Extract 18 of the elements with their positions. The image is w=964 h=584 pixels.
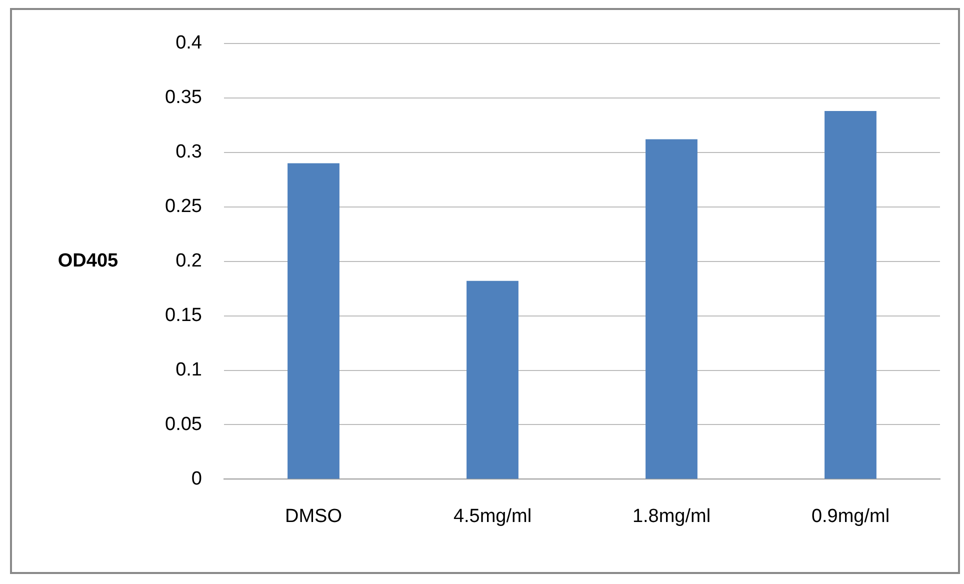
bar [288, 163, 340, 479]
y-tick-label: 0.05 [165, 414, 202, 435]
bar [646, 139, 698, 479]
x-tick-label: 0.9mg/ml [811, 506, 890, 527]
y-tick-label: 0 [191, 468, 202, 490]
y-axis-title: OD405 [58, 250, 119, 272]
y-tick-label: 0.2 [176, 250, 202, 272]
y-tick-label: 0.1 [176, 359, 202, 380]
x-tick-label: 4.5mg/ml [453, 506, 532, 527]
y-tick-label: 0.25 [165, 196, 202, 218]
x-tick-label: DMSO [285, 506, 342, 527]
y-tick-label: 0.3 [176, 142, 202, 163]
bar [824, 110, 876, 479]
y-tick-label: 0.4 [176, 32, 202, 54]
bar [466, 280, 518, 479]
x-tick-label: 1.8mg/ml [632, 506, 711, 527]
y-tick-label: 0.15 [165, 305, 202, 326]
y-tick-label: 0.35 [165, 87, 202, 108]
